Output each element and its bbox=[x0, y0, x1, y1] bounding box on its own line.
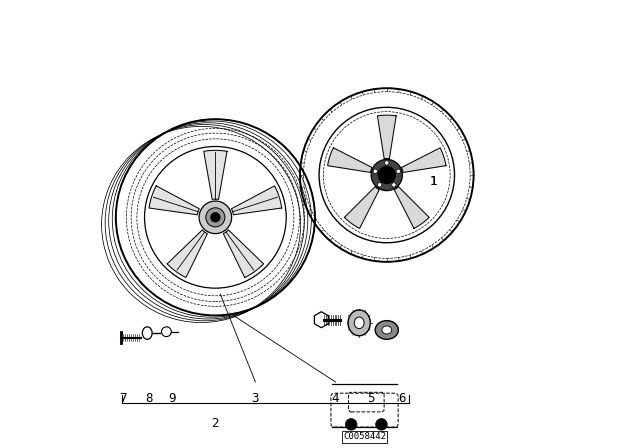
Text: 2: 2 bbox=[212, 417, 219, 430]
Ellipse shape bbox=[375, 321, 398, 339]
Text: 4: 4 bbox=[332, 392, 339, 405]
Circle shape bbox=[346, 418, 357, 430]
Text: 1: 1 bbox=[430, 175, 437, 188]
Circle shape bbox=[371, 159, 403, 191]
Circle shape bbox=[206, 208, 225, 227]
Polygon shape bbox=[394, 187, 429, 228]
Ellipse shape bbox=[355, 317, 364, 329]
Circle shape bbox=[211, 212, 220, 222]
Polygon shape bbox=[223, 230, 264, 278]
Circle shape bbox=[373, 169, 378, 173]
Circle shape bbox=[378, 166, 396, 184]
Polygon shape bbox=[167, 230, 207, 278]
Circle shape bbox=[385, 161, 389, 165]
Polygon shape bbox=[378, 115, 396, 159]
Text: 3: 3 bbox=[252, 392, 259, 405]
Text: 8: 8 bbox=[145, 392, 152, 405]
Polygon shape bbox=[401, 148, 446, 172]
Text: 7: 7 bbox=[120, 392, 127, 405]
Circle shape bbox=[199, 201, 232, 233]
Circle shape bbox=[396, 169, 401, 173]
Text: 5: 5 bbox=[367, 392, 375, 405]
Polygon shape bbox=[204, 151, 227, 199]
Polygon shape bbox=[344, 187, 380, 228]
Ellipse shape bbox=[382, 326, 392, 334]
Text: C0058442: C0058442 bbox=[343, 432, 386, 441]
Text: 9: 9 bbox=[168, 392, 176, 405]
Circle shape bbox=[376, 418, 387, 430]
Polygon shape bbox=[149, 186, 199, 215]
Text: 1: 1 bbox=[430, 175, 437, 188]
Circle shape bbox=[378, 183, 382, 187]
Ellipse shape bbox=[348, 310, 371, 336]
Text: 6: 6 bbox=[399, 392, 406, 405]
Polygon shape bbox=[232, 186, 282, 215]
Polygon shape bbox=[328, 148, 372, 172]
Circle shape bbox=[392, 183, 396, 187]
